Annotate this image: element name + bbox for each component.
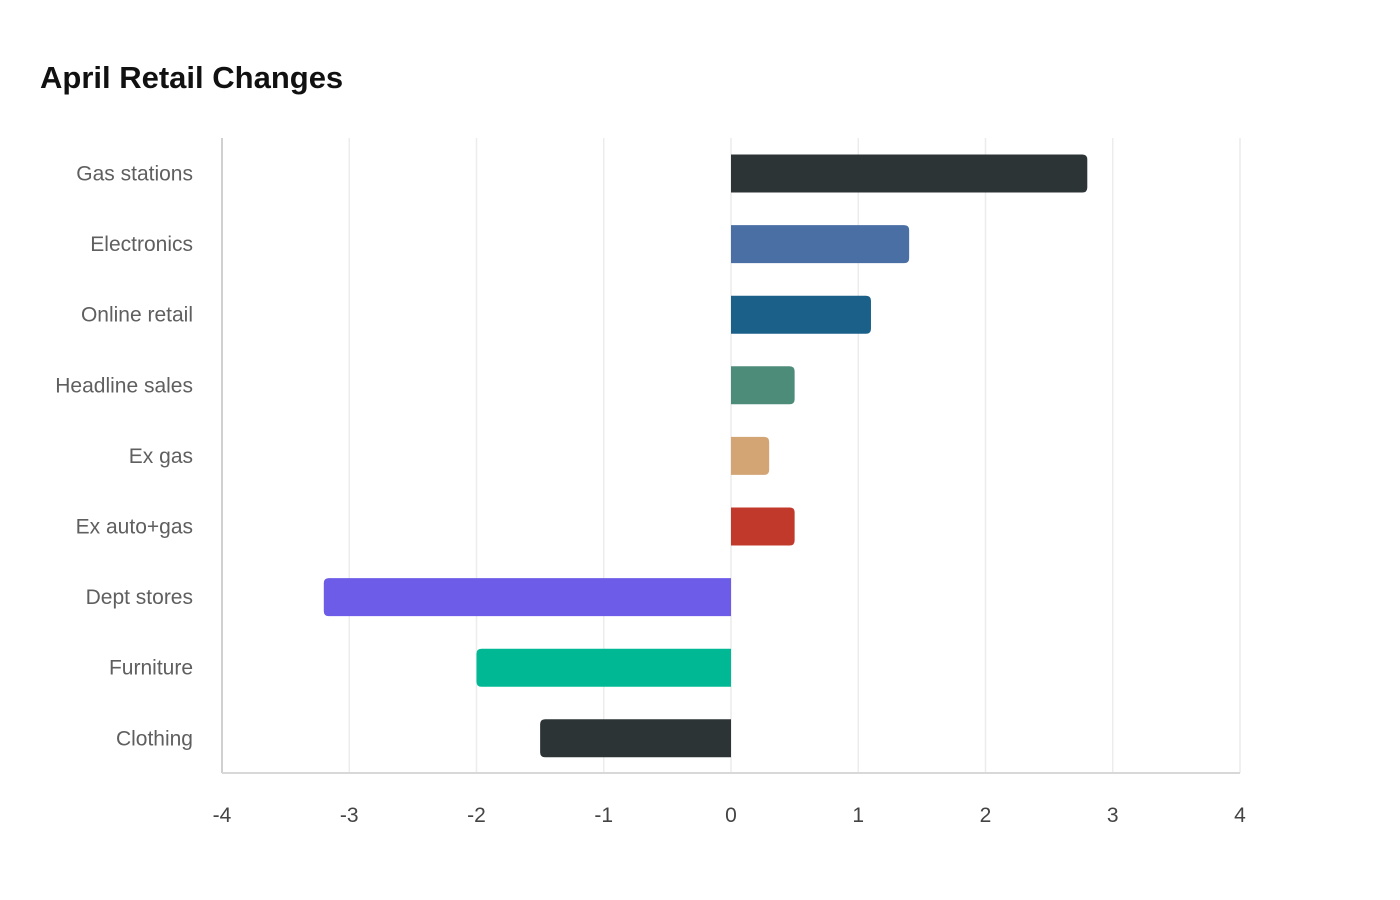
bar-online-retail [731, 295, 871, 334]
x-tick-label: -4 [213, 804, 232, 827]
category-label: Furniture [109, 657, 193, 680]
bar-gas-stations [731, 154, 1088, 193]
bar-electronics [731, 225, 910, 264]
category-label: Dept stores [86, 586, 193, 609]
bars [323, 154, 1088, 758]
bar-ex-auto-gas [731, 507, 795, 546]
category-label: Ex auto+gas [76, 516, 193, 539]
bar-dept-stores [323, 578, 731, 617]
x-tick-labels: -4 -3 -2 -1 0 1 2 3 4 [213, 804, 1247, 827]
bar-ex-gas [731, 436, 770, 475]
category-label: Electronics [90, 233, 193, 256]
category-label: Online retail [81, 304, 193, 327]
category-label: Clothing [116, 727, 193, 750]
category-label: Ex gas [129, 445, 193, 468]
x-tick-label: 0 [725, 804, 737, 827]
x-tick-label: 4 [1234, 804, 1246, 827]
x-tick-label: -2 [467, 804, 486, 827]
x-tick-label: 2 [980, 804, 992, 827]
category-label: Headline sales [55, 374, 193, 397]
category-labels: Gas stations Electronics Online retail Head… [55, 163, 193, 751]
category-label: Gas stations [76, 163, 193, 186]
bar-clothing [540, 719, 731, 758]
x-tick-label: 3 [1107, 804, 1119, 827]
chart-title: April Retail Changes [40, 60, 344, 95]
x-tick-label: -3 [340, 804, 359, 827]
x-tick-label: 1 [852, 804, 864, 827]
bar-furniture [476, 648, 731, 687]
bar-headline-sales [731, 366, 795, 405]
x-tick-label: -1 [594, 804, 613, 827]
axes [221, 138, 1240, 774]
